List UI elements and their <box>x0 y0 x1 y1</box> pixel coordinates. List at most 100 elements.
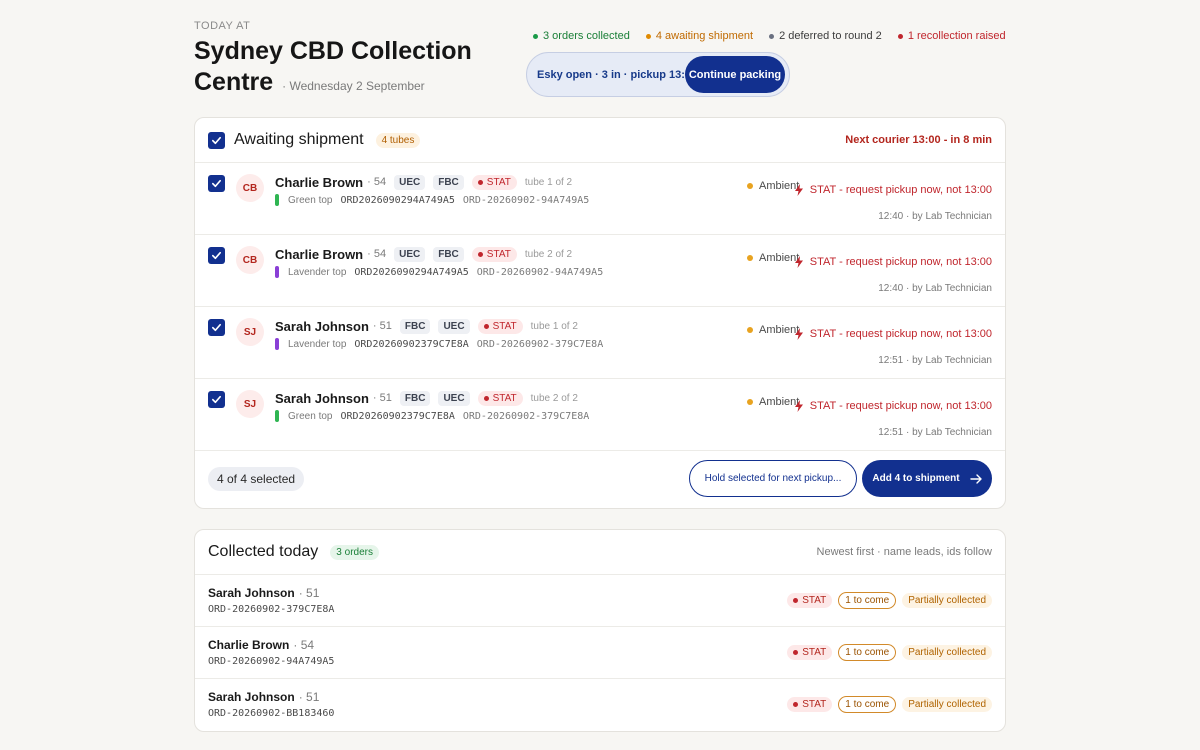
status-dot-icon <box>533 33 538 39</box>
order-id: ORD-20260902-94A749A5 <box>476 266 604 278</box>
ambient-dot-icon <box>747 327 753 333</box>
test-tag: FBC <box>433 246 464 262</box>
status-dot-icon <box>897 33 903 39</box>
collection-status-badge: Partially collected <box>902 593 992 608</box>
patient-age: · 54 <box>367 248 387 260</box>
patient-age: · 51 <box>298 690 320 704</box>
tube-type: Green top <box>288 410 333 422</box>
row-checkbox[interactable] <box>208 391 225 408</box>
awaiting-header: Awaiting shipment 4 tubes Next courier 1… <box>195 118 1005 163</box>
test-tag: FBC <box>433 174 464 190</box>
awaiting-footer: 4 of 4 selected Hold selected for next p… <box>195 451 1005 507</box>
tube-count-badge: 4 tubes <box>375 132 421 148</box>
collected-row[interactable]: Charlie Brown · 54 ORD-20260902-94A749A5… <box>195 627 1005 679</box>
collected-meta: 12:51 · by Lab Technician <box>878 427 992 438</box>
avatar: CB <box>236 174 264 202</box>
order-id: ORD-20260902-94A749A5 <box>208 656 335 667</box>
tube-index: tube 1 of 2 <box>524 176 573 188</box>
patient-age: · 54 <box>293 638 315 652</box>
temperature-label: Ambient <box>747 324 799 336</box>
stat-warning: STAT - request pickup now, not 13:00 <box>794 328 992 340</box>
patient-name: Sarah Johnson <box>208 586 295 600</box>
check-icon <box>212 323 221 332</box>
patient-age: · 51 <box>372 392 392 404</box>
test-tag: UEC <box>394 246 426 262</box>
collected-header: Collected today 3 orders Newest first · … <box>195 530 1005 575</box>
tube-index: tube 2 of 2 <box>524 248 573 260</box>
temperature-label: Ambient <box>747 180 799 192</box>
sort-note: Newest first · name leads, ids follow <box>816 546 992 558</box>
stat-badge: STAT <box>787 593 833 608</box>
tube-index: tube 1 of 2 <box>530 320 578 332</box>
continue-packing-button[interactable]: Continue packing <box>685 56 785 93</box>
page-title: Sydney CBD Collection Centre · Wednesday… <box>194 36 494 102</box>
next-courier-label: Next courier 13:00 - in 8 min <box>845 134 992 146</box>
barcode: ORD2026090294A749A5 <box>354 266 469 278</box>
order-id: ORD-20260902-379C7E8A <box>462 410 590 422</box>
test-tag: UEC <box>438 318 470 334</box>
collected-row[interactable]: Sarah Johnson · 51 ORD-20260902-BB183460… <box>195 679 1005 731</box>
stat-badge: STAT <box>471 174 517 190</box>
patient-age: · 54 <box>367 176 387 188</box>
select-all-checkbox[interactable] <box>208 131 225 149</box>
patient-name: Charlie Brown <box>275 174 364 190</box>
order-id: ORD-20260902-BB183460 <box>208 708 335 719</box>
tube-color-swatch <box>275 266 279 278</box>
tube-index: tube 2 of 2 <box>530 392 578 404</box>
temperature-label: Ambient <box>747 252 799 264</box>
check-icon <box>212 251 221 260</box>
collected-row[interactable]: Sarah Johnson · 51 ORD-20260902-379C7E8A… <box>195 575 1005 627</box>
stat-badge: STAT <box>787 645 833 660</box>
stat-dot-icon <box>793 702 799 707</box>
stat-badge: STAT <box>477 390 523 406</box>
awaiting-row[interactable]: CB Charlie Brown · 54 UEC FBC STAT tube … <box>195 163 1005 235</box>
patient-age: · 51 <box>298 586 320 600</box>
collected-meta: 12:51 · by Lab Technician <box>878 355 992 366</box>
row-checkbox[interactable] <box>208 247 225 264</box>
awaiting-row[interactable]: CB Charlie Brown · 54 UEC FBC STAT tube … <box>195 235 1005 307</box>
stat-awaiting: 4 awaiting shipment <box>645 30 753 42</box>
lightning-icon <box>794 184 803 196</box>
tube-type: Lavender top <box>288 338 347 350</box>
tube-color-swatch <box>275 410 279 422</box>
awaiting-row[interactable]: SJ Sarah Johnson · 51 FBC UEC STAT tube … <box>195 379 1005 451</box>
row-checkbox[interactable] <box>208 319 225 336</box>
collection-status-badge: Partially collected <box>902 645 992 660</box>
centre-name: Sydney CBD Collection Centre <box>194 37 472 96</box>
test-tag: UEC <box>394 174 426 190</box>
page-date: · Wednesday 2 September <box>282 79 425 93</box>
status-dot-icon <box>645 33 651 39</box>
esky-status-pill: Esky open · 3 in · pickup 13:00 Continue… <box>526 52 790 97</box>
check-icon <box>212 136 221 144</box>
stat-badge: STAT <box>787 697 833 712</box>
lightning-icon <box>794 328 803 340</box>
add-to-shipment-button[interactable]: Add 4 to shipment <box>862 460 992 497</box>
tube-type: Green top <box>288 194 333 206</box>
orders-count-badge: 3 orders <box>330 544 379 560</box>
row-checkbox[interactable] <box>208 175 225 192</box>
stat-warning: STAT - request pickup now, not 13:00 <box>794 184 992 196</box>
awaiting-row[interactable]: SJ Sarah Johnson · 51 FBC UEC STAT tube … <box>195 307 1005 379</box>
test-tag: FBC <box>399 318 431 334</box>
hold-for-next-pickup-button[interactable]: Hold selected for next pickup... <box>689 460 857 497</box>
test-tag: UEC <box>438 390 470 406</box>
esky-status-text: Esky open · 3 in · pickup 13:00 <box>537 68 698 81</box>
stat-dot-icon <box>477 251 483 257</box>
patient-name: Charlie Brown <box>275 246 364 262</box>
to-come-badge: 1 to come <box>838 696 897 713</box>
stat-collected: 3 orders collected <box>533 30 630 42</box>
barcode: ORD2026090294A749A5 <box>340 194 455 206</box>
order-id: ORD-20260902-379C7E8A <box>476 338 604 350</box>
tube-color-swatch <box>275 338 279 350</box>
ambient-dot-icon <box>747 399 753 405</box>
stat-dot-icon <box>477 179 483 185</box>
order-id: ORD-20260902-94A749A5 <box>462 194 590 206</box>
barcode: ORD20260902379C7E8A <box>354 338 469 350</box>
order-id: ORD-20260902-379C7E8A <box>208 604 335 615</box>
ambient-dot-icon <box>747 183 753 189</box>
check-icon <box>212 179 221 188</box>
stat-dot-icon <box>483 395 489 401</box>
page-header: TODAY AT Sydney CBD Collection Centre · … <box>194 20 1006 110</box>
stat-warning: STAT - request pickup now, not 13:00 <box>794 400 992 412</box>
stat-warning: STAT - request pickup now, not 13:00 <box>794 256 992 268</box>
